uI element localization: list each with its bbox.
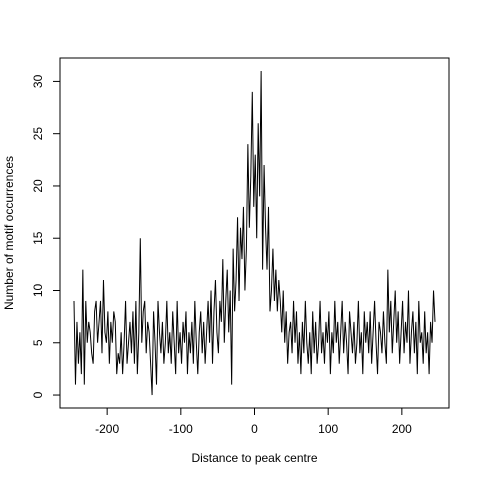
y-tick-label: 25 bbox=[31, 127, 45, 141]
x-tick-label: -100 bbox=[169, 422, 193, 436]
y-tick-label: 20 bbox=[31, 179, 45, 193]
y-axis-label: Number of motif occurrences bbox=[2, 156, 16, 310]
y-tick-label: 15 bbox=[31, 231, 45, 245]
y-tick-label: 0 bbox=[31, 391, 45, 398]
x-tick-label: 100 bbox=[318, 422, 338, 436]
y-tick-label: 30 bbox=[31, 74, 45, 88]
x-tick-label: 200 bbox=[392, 422, 412, 436]
x-axis-label: Distance to peak centre bbox=[191, 451, 317, 465]
y-tick-label: 5 bbox=[31, 339, 45, 346]
x-tick-label: 0 bbox=[251, 422, 258, 436]
y-tick-label: 10 bbox=[31, 284, 45, 298]
x-tick-label: -200 bbox=[95, 422, 119, 436]
data-line bbox=[73, 70, 436, 396]
